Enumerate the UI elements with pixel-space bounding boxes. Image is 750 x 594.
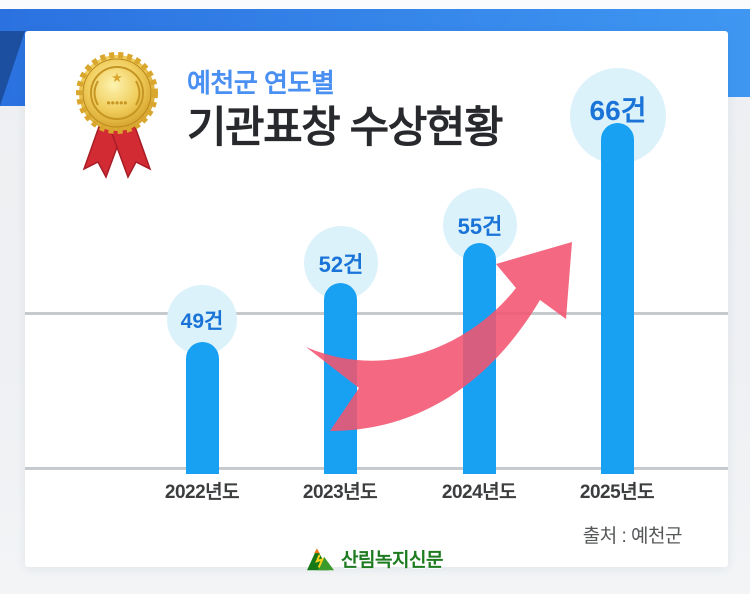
axis-label-2025: 2025년도 [579,482,655,503]
gold-medal-icon: ★ ••••• [76,52,158,179]
title-block: 예천군 연도별 기관표창 수상현황 [187,67,503,153]
axis-label-2022: 2022년도 [164,482,240,503]
chart-card: ★ ••••• 예천군 연도별 기관표창 수상현황 49건 52건 55건 66… [25,31,728,567]
medal-disc [82,58,152,128]
value-label-2022: 49건 [180,310,224,333]
publisher-name: 산림녹지신문 [341,550,443,571]
medal-laurel-right [135,80,141,106]
top-white-strip [0,0,750,9]
gridline-baseline [25,467,728,470]
medal-star: ★ [111,70,123,85]
medal-inner-ring [90,66,144,120]
bar-2023 [324,283,357,474]
medal-dots: ••••• [106,96,127,110]
bar-2025 [601,123,634,474]
bar-2024 [463,243,496,474]
axis-label-2024: 2024년도 [441,482,517,503]
header-blue-band-left-edge [0,97,25,106]
page-title: 기관표창 수상현황 [187,103,503,152]
medal-laurel-left [93,80,99,106]
bar-2022 [186,342,219,474]
value-label-2024: 55건 [457,214,503,239]
axis-label-2023: 2023년도 [302,482,378,503]
publisher-footer: 산림녹지신문 [0,545,750,572]
value-label-2025: 66건 [589,95,647,126]
title-eyebrow: 예천군 연도별 [187,68,335,98]
source-credit: 출처 : 예천군 [582,526,683,547]
value-label-2023: 52건 [318,252,364,277]
green-mountain-logo-icon [307,548,335,571]
